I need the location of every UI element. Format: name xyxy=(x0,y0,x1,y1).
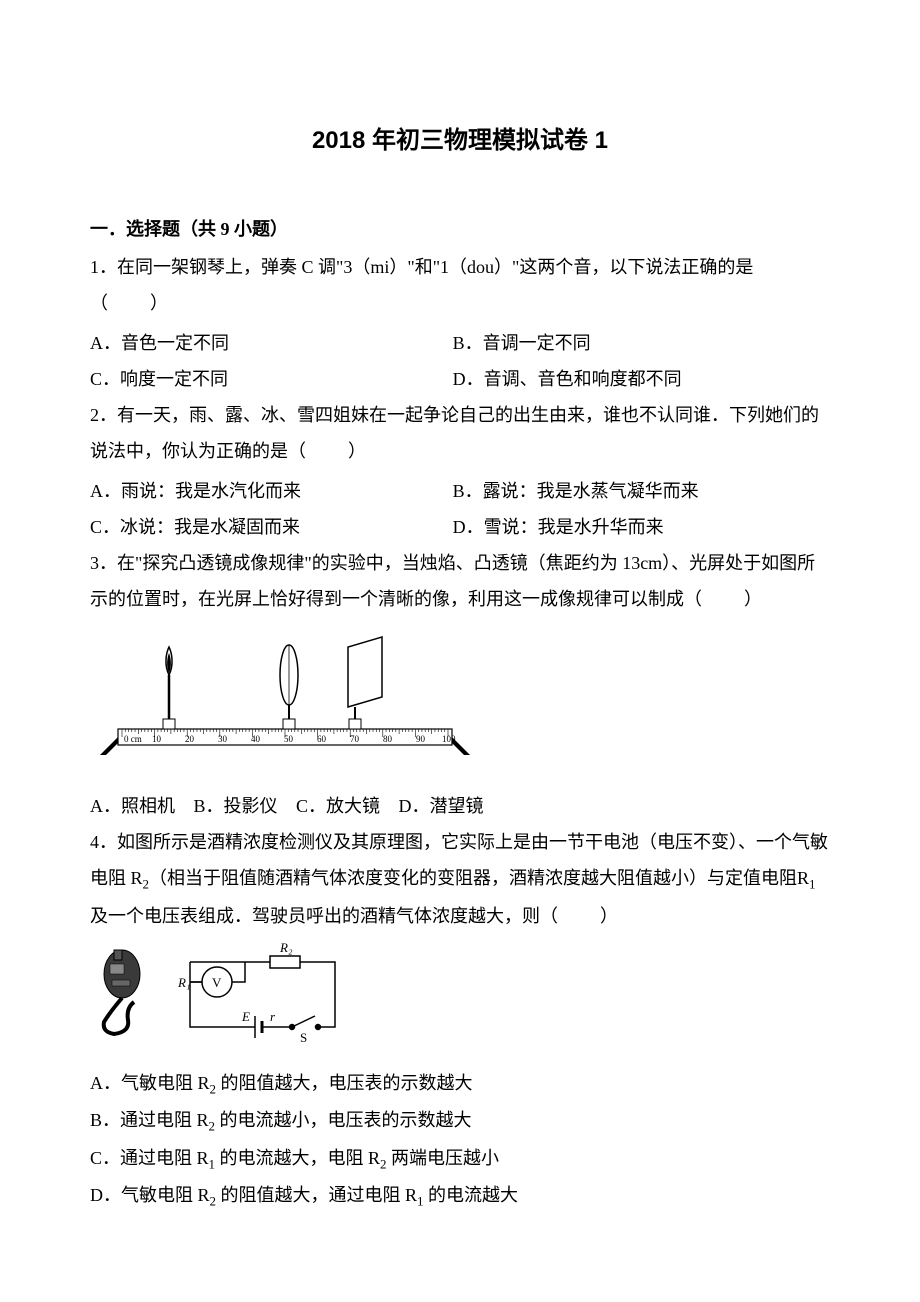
circuit-diagram: R₂ R₁ V E r S xyxy=(177,942,335,1045)
svg-text:60: 60 xyxy=(317,734,327,744)
q2-option-d: D．雪说：我是水升华而来 xyxy=(453,509,816,545)
q4-num: 4． xyxy=(90,832,117,852)
q3-figure: 0 cm 10 20 30 40 50 60 70 80 90 100 xyxy=(90,625,830,780)
q4-text: 4．如图所示是酒精浓度检测仪及其原理图，它实际上是由一节干电池（电压不变）、一个… xyxy=(90,832,828,926)
svg-text:50: 50 xyxy=(284,734,294,744)
q4-figure: R₂ R₁ V E r S xyxy=(90,942,830,1057)
q2-body: 有一天，雨、露、冰、雪四姐妹在一起争论自己的出生由来，谁也不认同谁．下列她们的说… xyxy=(90,405,819,461)
svg-text:E: E xyxy=(241,1009,250,1024)
question-2: 2．有一天，雨、露、冰、雪四姐妹在一起争论自己的出生由来，谁也不认同谁．下列她们… xyxy=(90,397,830,469)
q4-option-b: B．通过电阻 R2 的电流越小，电压表的示数越大 xyxy=(90,1102,830,1140)
q3-options: A．照相机 B．投影仪 C．放大镜 D．潜望镜 xyxy=(90,788,830,824)
q4-blank: （ ） xyxy=(540,898,620,934)
q3-option-c: C．放大镜 xyxy=(296,788,380,824)
q1-option-b: B．音调一定不同 xyxy=(453,325,816,361)
q4-b-text1: B．通过电阻 R xyxy=(90,1110,209,1130)
q4-a-text1: A．气敏电阻 R xyxy=(90,1073,210,1093)
breathalyzer-icon xyxy=(104,950,140,1034)
q4-c-text3: 两端电压越小 xyxy=(387,1148,500,1168)
q1-option-c: C．响度一定不同 xyxy=(90,361,453,397)
q1-option-a: A．音色一定不同 xyxy=(90,325,453,361)
q1-body: 在同一架钢琴上，弹奏 C 调"3（mi）"和"1（dou）"这两个音，以下说法正… xyxy=(117,257,753,277)
q2-option-b: B．露说：我是水蒸气凝华而来 xyxy=(453,473,816,509)
svg-text:0 cm: 0 cm xyxy=(124,734,142,744)
q4-option-d: D．气敏电阻 R2 的阻值越大，通过电阻 R1 的电流越大 xyxy=(90,1177,830,1215)
q4-body-3: 及一个电压表组成．驾驶员呼出的酒精气体浓度越大，则 xyxy=(90,906,540,926)
q4-c-text1: C．通过电阻 R xyxy=(90,1148,209,1168)
svg-text:30: 30 xyxy=(218,734,228,744)
q4-d-text2: 的阻值越大，通过电阻 R xyxy=(216,1185,417,1205)
svg-text:90: 90 xyxy=(416,734,426,744)
q2-blank: （ ） xyxy=(288,433,368,469)
q3-num: 3． xyxy=(90,553,117,573)
q2-option-a: A．雨说：我是水汽化而来 xyxy=(90,473,453,509)
svg-text:R₂: R₂ xyxy=(279,942,293,955)
q3-option-d: D．潜望镜 xyxy=(399,788,484,824)
q1-num: 1． xyxy=(90,257,117,277)
question-3: 3．在"探究凸透镜成像规律"的实验中，当烛焰、凸透镜（焦距约为 13cm）、光屏… xyxy=(90,545,830,617)
q1-options-row2: C．响度一定不同D．音调、音色和响度都不同 xyxy=(90,361,830,397)
svg-text:80: 80 xyxy=(383,734,393,744)
q4-sub1a: 1 xyxy=(809,877,816,892)
section-header: 一．选择题（共 9 小题） xyxy=(90,215,830,241)
q4-option-c: C．通过电阻 R1 的电流越大，电阻 R2 两端电压越小 xyxy=(90,1140,830,1178)
q3-option-b: B．投影仪 xyxy=(194,788,278,824)
svg-text:R₁: R₁ xyxy=(177,975,190,990)
svg-text:40: 40 xyxy=(251,734,261,744)
svg-text:10: 10 xyxy=(152,734,162,744)
document-title: 2018 年初三物理模拟试卷 1 xyxy=(90,120,830,155)
q2-text: 2．有一天，雨、露、冰、雪四姐妹在一起争论自己的出生由来，谁也不认同谁．下列她们… xyxy=(90,405,819,461)
q2-num: 2． xyxy=(90,405,117,425)
q3-option-a: A．照相机 xyxy=(90,788,175,824)
q2-options-row1: A．雨说：我是水汽化而来B．露说：我是水蒸气凝华而来 xyxy=(90,473,830,509)
svg-text:r: r xyxy=(270,1009,276,1024)
q2-options-row2: C．冰说：我是水凝固而来D．雪说：我是水升华而来 xyxy=(90,509,830,545)
question-1: 1．在同一架钢琴上，弹奏 C 调"3（mi）"和"1（dou）"这两个音，以下说… xyxy=(90,249,830,321)
q1-options-row1: A．音色一定不同B．音调一定不同 xyxy=(90,325,830,361)
svg-text:S: S xyxy=(300,1030,307,1045)
q4-body-2: （相当于阻值随酒精气体浓度变化的变阻器，酒精浓度越大阻值越小）与定值电阻R xyxy=(149,868,809,888)
q3-blank: （ ） xyxy=(684,581,764,617)
q1-text: 1．在同一架钢琴上，弹奏 C 调"3（mi）"和"1（dou）"这两个音，以下说… xyxy=(90,257,753,313)
q4-c-text2: 的电流越大，电阻 R xyxy=(215,1148,380,1168)
q1-option-d: D．音调、音色和响度都不同 xyxy=(453,361,816,397)
q4-d-text3: 的电流越大 xyxy=(424,1185,519,1205)
svg-text:20: 20 xyxy=(185,734,195,744)
q4-d-text1: D．气敏电阻 R xyxy=(90,1185,210,1205)
q4-option-a: A．气敏电阻 R2 的阻值越大，电压表的示数越大 xyxy=(90,1065,830,1103)
svg-text:70: 70 xyxy=(350,734,360,744)
svg-text:100: 100 xyxy=(442,734,456,744)
q1-blank: （ ） xyxy=(90,285,170,321)
question-4: 4．如图所示是酒精浓度检测仪及其原理图，它实际上是由一节干电池（电压不变）、一个… xyxy=(90,824,830,934)
q4-b-text2: 的电流越小，电压表的示数越大 xyxy=(215,1110,472,1130)
q2-option-c: C．冰说：我是水凝固而来 xyxy=(90,509,453,545)
q4-a-text2: 的阻值越大，电压表的示数越大 xyxy=(216,1073,473,1093)
svg-text:V: V xyxy=(212,975,222,990)
q3-text: 3．在"探究凸透镜成像规律"的实验中，当烛焰、凸透镜（焦距约为 13cm）、光屏… xyxy=(90,553,815,609)
